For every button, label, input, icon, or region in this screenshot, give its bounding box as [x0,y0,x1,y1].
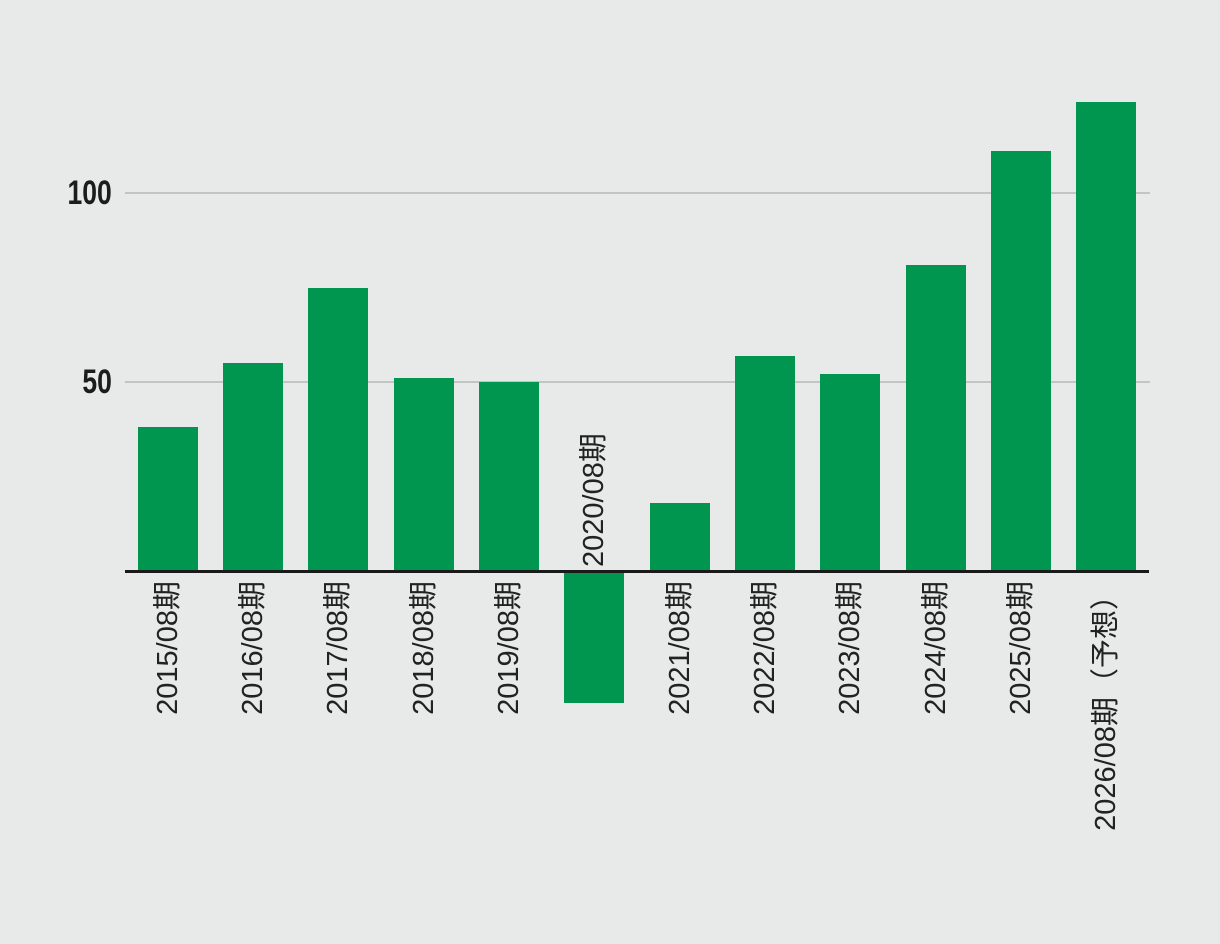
x-axis-label: 2019/08期 [493,581,525,715]
gridline-y-100 [125,192,1150,194]
x-axis-label: 2025/08期 [1005,581,1037,715]
x-axis-label: 2021/08期 [663,581,696,715]
bar-2019/08期 [479,382,539,571]
bar-2025/08期 [991,151,1051,571]
bar-2020/08期 [564,571,625,704]
bar-2018/08期 [393,378,454,571]
x-axis-label: 2015/08期 [151,581,184,715]
x-axis-label: 2018/08期 [407,581,440,715]
x-axis-label: 2017/08期 [322,581,355,715]
x-axis-label: 2016/08期 [237,581,269,715]
x-axis-label: 2026/08期（予想） [1090,581,1123,831]
x-axis-label: 2020/08期 [578,433,611,567]
bar-2026/08期（予想） [1076,102,1137,571]
bar-2022/08期 [735,355,795,571]
bar-2023/08期 [820,374,881,571]
x-axis-line [125,569,1149,573]
bar-2015/08期 [137,427,198,571]
y-axis-tick-value: 100 [67,174,112,212]
x-axis-label: 2022/08期 [749,581,781,715]
y-axis-tick-label: 100 [0,175,112,211]
bar-2021/08期 [649,502,710,571]
x-axis-label: 2023/08期 [834,581,867,715]
x-axis-label: 2024/08期 [919,581,952,715]
gridline-y-50 [125,381,1150,383]
y-axis-tick-label: 50 [0,364,112,400]
y-axis-tick-value: 50 [82,363,112,401]
bar-2017/08期 [308,287,369,571]
bar-2016/08期 [223,363,283,571]
bar-2024/08期 [905,264,966,571]
